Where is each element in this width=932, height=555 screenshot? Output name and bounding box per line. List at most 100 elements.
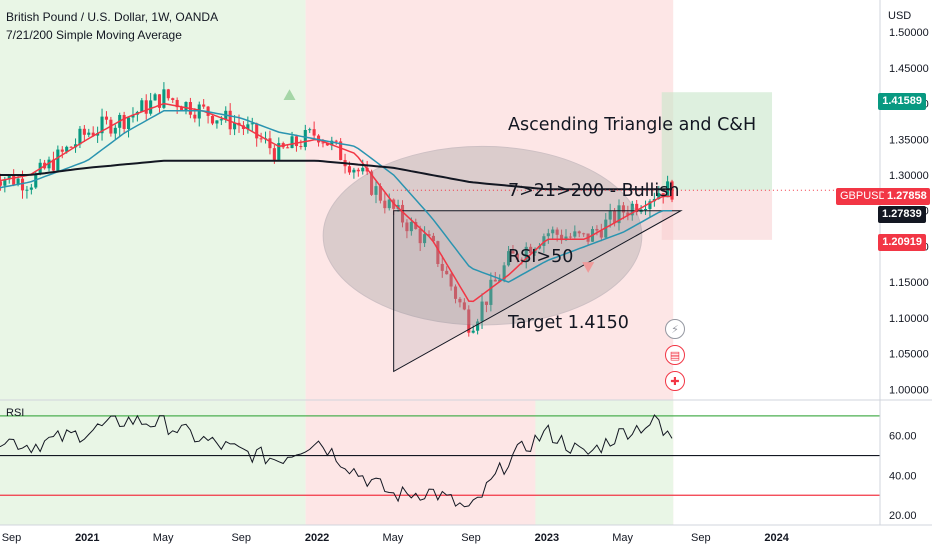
candle-body <box>387 199 391 209</box>
candle-body <box>131 114 135 118</box>
candle-body <box>400 204 405 223</box>
candle-body <box>573 231 577 237</box>
bull-regime-bg <box>0 0 306 525</box>
candle-body <box>643 208 648 210</box>
candle-body <box>78 128 82 145</box>
candle-body <box>476 321 480 331</box>
candle-body <box>511 251 515 254</box>
candle-body <box>520 259 524 261</box>
candle-body <box>175 99 179 108</box>
x-tick-label: Sep <box>231 532 251 544</box>
candle-body <box>312 129 316 136</box>
candle-body <box>20 178 25 191</box>
candle-body <box>197 104 201 119</box>
uk-flag-icon[interactable]: ✚ <box>665 371 685 391</box>
candle-body <box>294 136 299 147</box>
candle-body <box>648 201 652 209</box>
stop-price-label: 1.20919 <box>878 234 926 251</box>
candle-body <box>303 130 307 147</box>
candle-body <box>215 120 219 124</box>
candle-body <box>299 146 303 148</box>
lightning-icon[interactable]: ⚡ <box>665 319 685 339</box>
candle-body <box>657 193 661 199</box>
candle-body <box>414 221 418 229</box>
candle-body <box>210 115 215 124</box>
candle-body <box>507 251 511 266</box>
candle-body <box>374 186 378 195</box>
candle-body <box>595 228 599 231</box>
candle-body <box>361 167 365 172</box>
x-tick-label: May <box>612 532 633 544</box>
x-tick-label: 2022 <box>305 532 329 544</box>
candle-body <box>560 234 564 241</box>
candle-body <box>272 148 276 160</box>
candle-body <box>166 89 170 99</box>
annotation-line: 7>21>200 - Bullish <box>508 181 680 201</box>
y-tick-label: 1.30000 <box>889 170 929 182</box>
down-signal-marker <box>582 262 595 273</box>
candle-body <box>542 236 546 246</box>
prev-price-label: 1.27839 <box>878 206 926 223</box>
candle-body <box>228 110 232 130</box>
candle-body <box>564 236 568 241</box>
candle-body <box>462 302 466 310</box>
candle-body <box>259 138 263 140</box>
currency-label: USD <box>888 10 912 22</box>
candle-body <box>630 203 634 216</box>
candle-body <box>113 127 117 134</box>
candle-body <box>12 174 16 185</box>
candle-body <box>489 279 493 305</box>
candle-body <box>621 205 625 213</box>
candle-body <box>498 279 502 282</box>
sma-line-3 <box>0 159 672 191</box>
candle-body <box>617 205 621 224</box>
y-tick-label: 1.05000 <box>889 349 929 361</box>
candle-body <box>122 114 126 129</box>
candle-body <box>82 128 86 135</box>
candle-body <box>480 301 484 322</box>
candle-body <box>47 159 51 169</box>
candle-body <box>670 181 674 200</box>
candle-body <box>255 123 259 139</box>
candle-body <box>635 203 639 213</box>
candle-body <box>7 174 11 180</box>
annotation-line: RSI>50 <box>508 247 574 267</box>
annotation-text: Ascending Triangle and C&H 7>21>200 - Bu… <box>508 70 756 378</box>
ascending-triangle <box>393 210 683 373</box>
target-zone <box>661 92 773 191</box>
symbol-tag[interactable]: GBPUSD <box>836 188 891 205</box>
candle-body <box>409 221 413 232</box>
candle-body <box>127 117 131 129</box>
candle-body <box>16 178 20 185</box>
candle-body <box>453 286 458 299</box>
candle-body <box>321 142 325 144</box>
candle-body <box>418 228 422 244</box>
candle-body <box>493 279 497 282</box>
candle-body <box>171 98 175 100</box>
indicator-label: 7/21/200 Simple Moving Average <box>6 28 182 42</box>
candle-body <box>613 210 617 224</box>
candle-body <box>330 140 334 146</box>
candle-body <box>25 189 29 191</box>
x-tick-label: 2024 <box>764 532 789 544</box>
y-tick-label: 1.00000 <box>889 384 929 396</box>
candle-body <box>608 210 612 220</box>
y-tick-label: 1.35000 <box>889 134 929 146</box>
rsi-bull-bg <box>535 400 674 525</box>
candle-body <box>467 309 471 333</box>
candle-body <box>440 264 444 271</box>
x-tick-label: May <box>153 532 174 544</box>
candle-body <box>352 169 356 173</box>
candle-body <box>577 231 581 234</box>
candle-body <box>29 187 33 190</box>
candle-body <box>140 100 144 112</box>
candle-body <box>202 104 206 107</box>
candle-body <box>383 200 387 209</box>
candle-body <box>277 143 281 160</box>
candle-body <box>502 265 506 280</box>
candle-body <box>91 132 95 136</box>
target-price-label: 1.41589 <box>878 93 926 110</box>
us-flag-icon[interactable]: ▤ <box>665 345 685 365</box>
candle-body <box>449 274 453 287</box>
